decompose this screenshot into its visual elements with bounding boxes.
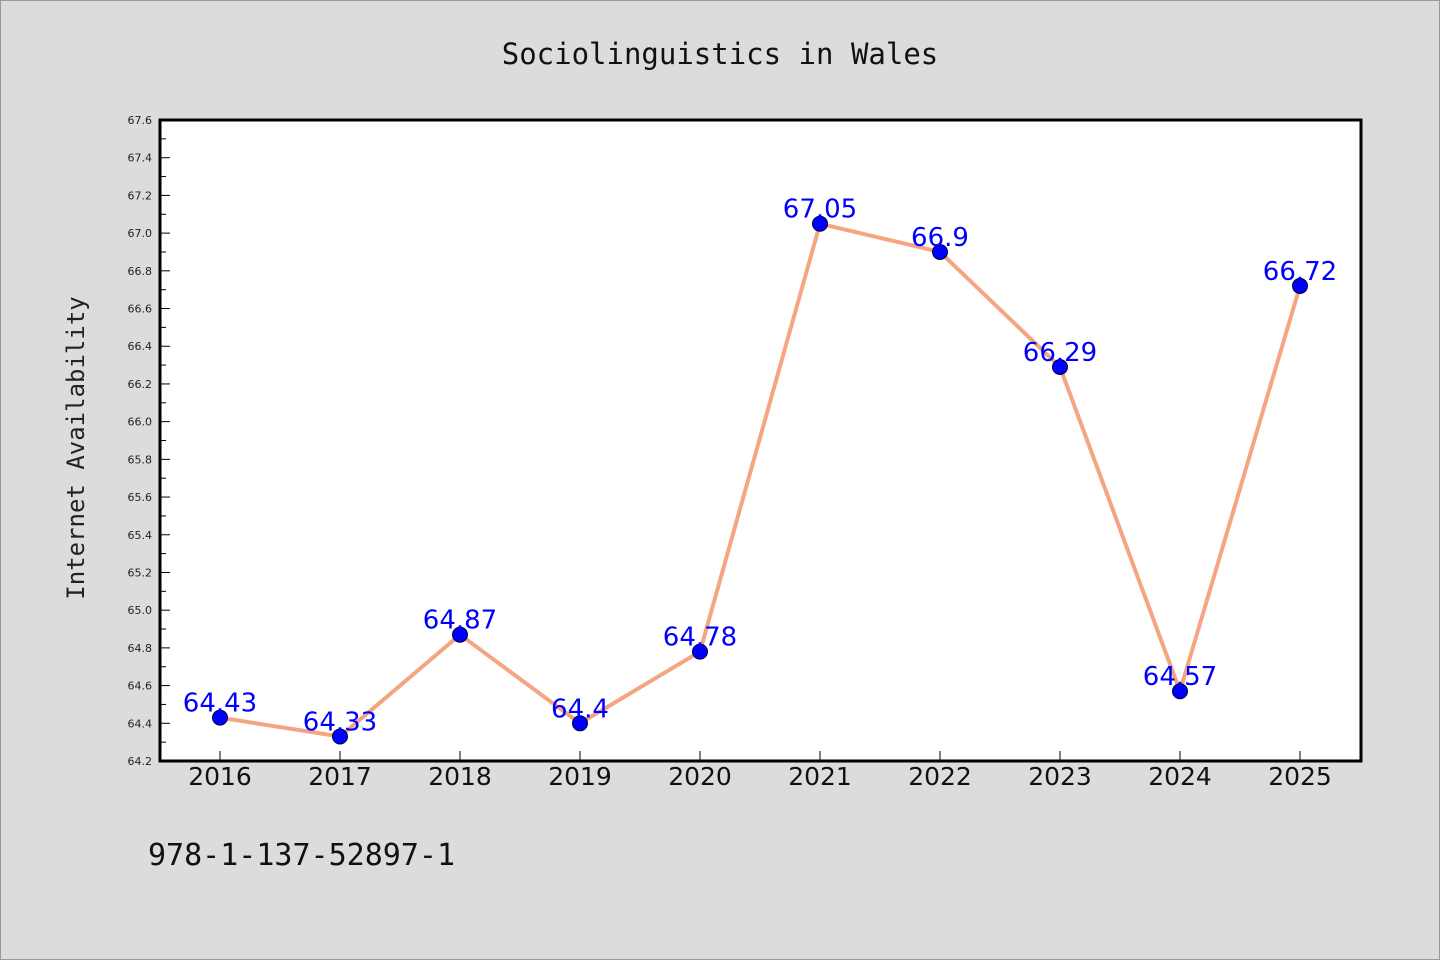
y-tick-label: 67.2 [128,189,153,202]
y-tick-label: 66.2 [128,378,153,391]
y-tick-label: 66.4 [128,340,153,353]
data-label: 64.78 [663,623,737,653]
data-label: 64.87 [423,606,497,636]
isbn-footer: 978-1-137-52897-1 [148,838,455,873]
data-label: 64.4 [551,694,609,724]
y-tick-label: 65.6 [128,491,153,504]
x-tick-label: 2020 [668,762,732,791]
y-tick-label: 66.6 [128,303,153,316]
data-point-marker [1052,358,1068,375]
data-label: 64.57 [1143,662,1217,692]
x-tick-label: 2021 [788,762,852,791]
data-label: 67.05 [783,195,857,225]
y-tick-label: 65.2 [128,566,153,579]
data-label: 66.9 [911,223,969,253]
plot-area [158,118,1363,763]
data-point-marker [1292,277,1308,294]
y-tick-label: 64.2 [128,755,153,768]
x-tick-label: 2017 [308,762,372,791]
x-tick-label: 2018 [428,762,492,791]
data-point-marker [932,243,948,260]
x-tick-label: 2022 [908,762,972,791]
y-axis-label: Internet Availability [62,296,90,599]
x-axis-ticks: 2016 2017 2018 2019 2020 2021 2022 2023 2024 2025 [188,751,1332,791]
data-label: 64.33 [303,707,377,737]
data-point-marker [572,715,588,732]
data-point-marker [1172,683,1188,700]
y-tick-label: 64.8 [128,642,153,655]
data-label: 64.43 [183,689,257,719]
y-tick-label: 66.8 [128,265,153,278]
series-line [219,221,1302,739]
data-point-marker [692,643,708,660]
data-point-marker [812,215,828,232]
y-tick-label: 65.4 [128,529,153,542]
y-tick-label: 65.8 [128,453,153,466]
data-point-marker [332,728,348,745]
data-label-group: 64.43 64.33 64.87 64.4 64.78 67.05 66.9 66.29 64… [183,195,1337,738]
chart-title: Sociolinguistics in Wales [502,37,939,71]
y-tick-label: 65.0 [128,604,153,617]
x-tick-label: 2024 [1148,762,1212,791]
y-tick-label: 64.4 [128,717,153,730]
y-tick-label: 66.0 [128,416,153,429]
x-tick-label: 2023 [1028,762,1092,791]
series-line-group [212,215,1308,745]
data-point-marker [452,626,468,643]
y-axis-ticks: 64.2 64.4 64.6 64.8 65.0 65.2 65.4 65.6 65.8 66.0… [128,114,170,768]
x-tick-label: 2016 [188,762,252,791]
y-tick-label: 67.0 [128,227,153,240]
data-label: 66.29 [1023,338,1097,368]
y-tick-label: 67.4 [128,152,153,165]
y-tick-label: 67.6 [128,114,153,127]
x-tick-label: 2025 [1268,762,1332,791]
data-label: 66.72 [1263,257,1337,287]
x-tick-label: 2019 [548,762,612,791]
y-tick-label: 64.6 [128,680,153,693]
data-point-marker [212,709,228,726]
